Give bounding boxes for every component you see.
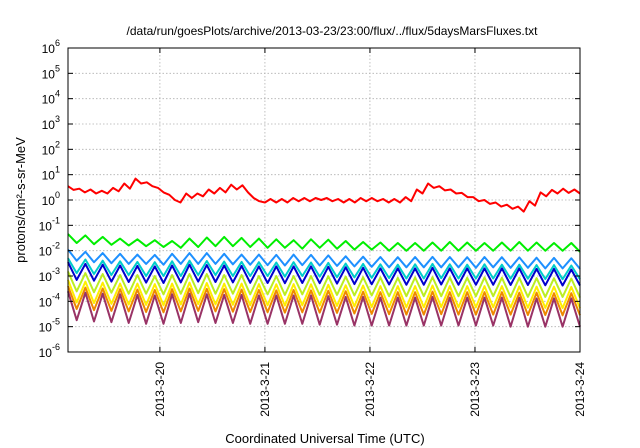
series-lines <box>67 177 581 328</box>
y-tick-label: 105 <box>42 63 60 81</box>
chart-title: /data/run/goesPlots/archive/2013-03-23/2… <box>127 24 539 38</box>
y-tick-label: 10-4 <box>39 291 60 309</box>
y-tick-label: 101 <box>42 165 60 183</box>
y-tick-label: 104 <box>42 89 60 107</box>
x-axis-ticks: 2013-3-20 2013-3-21 2013-3-22 2013-3-23 2013… <box>153 48 587 417</box>
y-tick-label: 10-3 <box>39 266 60 284</box>
x-tick-label: 2013-3-21 <box>258 362 272 417</box>
x-tick-label: 2013-3-23 <box>468 362 482 417</box>
y-tick-label: 106 <box>42 38 60 56</box>
y-tick-label: 10-5 <box>39 317 60 335</box>
y-tick-label: 10-1 <box>39 215 60 233</box>
y-axis-label: protons/cm²-s-sr-MeV <box>13 137 28 263</box>
y-axis-ticks: 10-6 10-5 10-4 10-3 10-2 10-1 100 101 102 103 104 1… <box>39 38 580 360</box>
flux-series-line <box>67 291 581 328</box>
y-tick-label: 10-2 <box>39 241 60 259</box>
flux-series-line <box>67 248 581 270</box>
flux-series-line <box>67 279 581 310</box>
y-tick-label: 103 <box>42 114 60 132</box>
flux-series-line <box>67 261 581 287</box>
flux-series-line <box>67 285 581 317</box>
x-tick-label: 2013-3-24 <box>573 362 587 417</box>
flux-series-line <box>67 271 581 299</box>
x-tick-label: 2013-3-20 <box>153 362 167 417</box>
flux-series-line <box>67 257 581 281</box>
y-tick-label: 100 <box>42 190 60 208</box>
flux-series-line <box>67 177 581 213</box>
y-tick-label: 10-6 <box>39 342 60 360</box>
x-tick-label: 2013-3-22 <box>363 362 377 417</box>
y-tick-label: 102 <box>42 139 60 157</box>
flux-series-line <box>67 233 581 253</box>
x-axis-label: Coordinated Universal Time (UTC) <box>225 431 424 446</box>
